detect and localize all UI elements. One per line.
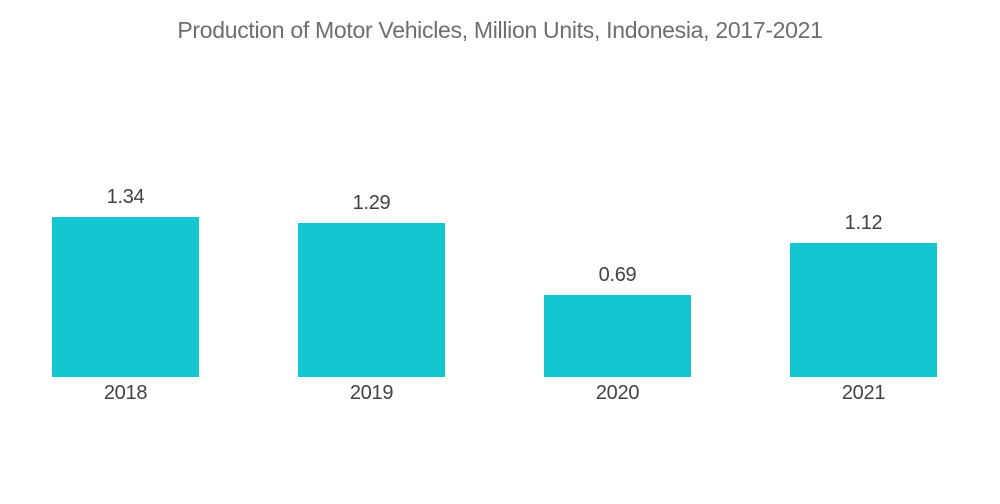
bar-value-label: 1.34 xyxy=(106,186,145,208)
bar-group: 0.69 2020 xyxy=(544,0,691,504)
bar-value-label: 1.12 xyxy=(844,212,883,234)
bar xyxy=(790,243,937,377)
bar-category-label: 2018 xyxy=(103,382,148,404)
bar xyxy=(298,223,445,377)
bar xyxy=(52,217,199,377)
chart-title: Production of Motor Vehicles, Million Un… xyxy=(177,17,823,43)
bar-category-label: 2019 xyxy=(349,382,394,404)
bar-category-label: 2021 xyxy=(841,382,886,404)
bar-group: 1.34 2018 xyxy=(52,0,199,504)
bar-category-label: 2020 xyxy=(595,382,640,404)
bar-value-label: 0.69 xyxy=(598,264,637,286)
bar-group: 1.12 2021 xyxy=(790,0,937,504)
bar-group: 1.29 2019 xyxy=(298,0,445,504)
bar-value-label: 1.29 xyxy=(352,192,391,214)
bar xyxy=(544,295,691,377)
